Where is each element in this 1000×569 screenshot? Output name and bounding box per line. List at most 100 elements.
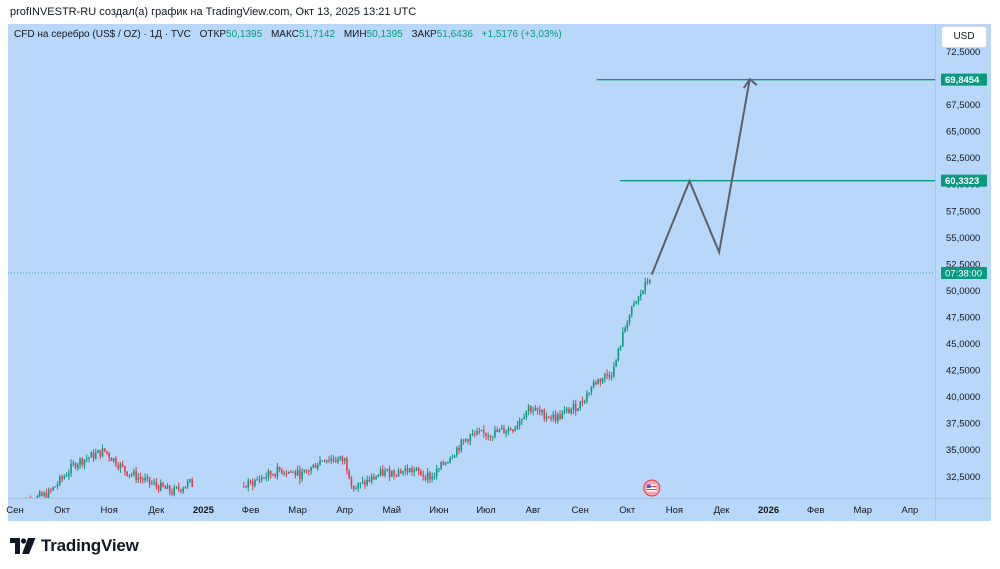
candle-body (563, 410, 566, 413)
candle-body (173, 487, 176, 495)
candle-body (370, 476, 373, 482)
candle-body (175, 486, 178, 488)
candle-body (512, 429, 514, 432)
candle-body (124, 465, 126, 472)
candle-body (440, 461, 442, 469)
candle-body (106, 451, 108, 454)
candle-body (171, 492, 173, 495)
candle-body (491, 436, 494, 438)
candle-body (604, 374, 606, 379)
candle-body (397, 470, 400, 477)
y-tick-label: 52,5000 (946, 259, 980, 270)
candle-body (54, 486, 57, 488)
candle-body (350, 478, 353, 486)
candle-body (65, 475, 68, 477)
level-price-badge-bg (941, 73, 987, 86)
candle-body (321, 460, 324, 462)
candle-body (292, 471, 294, 473)
y-tick-label: 57,5000 (946, 206, 980, 217)
candle-body (554, 414, 557, 422)
x-tick-label: 2025 (193, 505, 215, 516)
candle-body (328, 460, 330, 462)
open-value: 50,1395 (226, 29, 263, 40)
candle-body (305, 469, 308, 471)
candle-body (646, 281, 649, 283)
candle-body (635, 301, 638, 304)
x-tick-label: Авг (526, 505, 541, 516)
y-tick-label: 50,0000 (946, 286, 980, 297)
candle-body (386, 469, 389, 471)
price-axis[interactable] (935, 24, 991, 498)
candle-body (420, 471, 422, 476)
tradingview-logo[interactable]: TradingView (10, 536, 139, 556)
candle-body (536, 408, 539, 410)
x-tick-label: Июн (429, 505, 448, 516)
chart-pane[interactable] (8, 24, 935, 498)
candle-body (274, 474, 276, 477)
candle-body (148, 477, 151, 484)
candle-body (164, 486, 167, 489)
candle-body (637, 296, 640, 302)
candle-body (254, 480, 256, 486)
candle-body (521, 419, 523, 421)
candle-body (525, 410, 528, 418)
time-axis[interactable] (8, 498, 935, 521)
candle-body (485, 432, 487, 437)
x-tick-label: Апр (902, 505, 919, 516)
x-tick-label: Фев (242, 505, 260, 516)
candle-body (357, 483, 359, 489)
high-value: 51,7142 (298, 29, 336, 40)
candle-body (516, 425, 519, 429)
candle-body (648, 279, 651, 283)
candle-body (94, 452, 97, 459)
candle-body (460, 439, 463, 451)
open-label: ОТКР (199, 29, 227, 40)
y-tick-label: 65,0000 (946, 127, 980, 138)
candle-body (644, 281, 647, 291)
candle-body (81, 458, 84, 465)
y-tick-label: 37,5000 (946, 419, 980, 430)
candle-body (433, 476, 436, 478)
candle-body (489, 435, 492, 438)
candle-body (162, 482, 164, 487)
x-tick-label: Окт (54, 505, 71, 516)
currency-button[interactable]: USD (941, 26, 987, 48)
candle-body (478, 431, 481, 433)
y-tick-label: 40,0000 (946, 392, 980, 403)
candle-body (426, 472, 429, 480)
symbol-legend[interactable]: CFD на серебро (US$ / OZ) · 1Д · TVC ОТК… (14, 29, 562, 40)
candle-body (119, 463, 122, 469)
candle-body (341, 456, 344, 461)
candle-body (85, 458, 88, 460)
candle-body (303, 469, 306, 472)
candle-body (413, 470, 416, 473)
candle-body (393, 470, 395, 475)
candle-body (61, 476, 63, 479)
candle-body (184, 486, 187, 489)
candle-body (258, 479, 261, 481)
candle-body (610, 376, 613, 378)
candle-body (287, 471, 290, 474)
close-label: ЗАКР (411, 29, 437, 40)
candle-body (415, 468, 418, 471)
close-value: 51,6436 (436, 29, 473, 40)
candle-body (28, 500, 30, 504)
candle-body (139, 477, 142, 479)
candle-body (471, 433, 474, 435)
candle-body (43, 492, 45, 496)
candle-body (361, 481, 364, 483)
candle-body (453, 455, 456, 458)
candle-body (249, 480, 252, 482)
candle-body (606, 374, 608, 376)
candle-body (159, 482, 162, 491)
candle-body (404, 468, 407, 471)
candle-body (465, 439, 467, 441)
candle-body (586, 392, 588, 402)
candle-body (301, 471, 303, 480)
candle-body (633, 303, 635, 307)
low-value: 50,1395 (366, 29, 403, 40)
candle-body (438, 468, 440, 470)
candle-body (92, 452, 95, 459)
candle-body (319, 460, 321, 466)
axis-corner (935, 498, 991, 521)
